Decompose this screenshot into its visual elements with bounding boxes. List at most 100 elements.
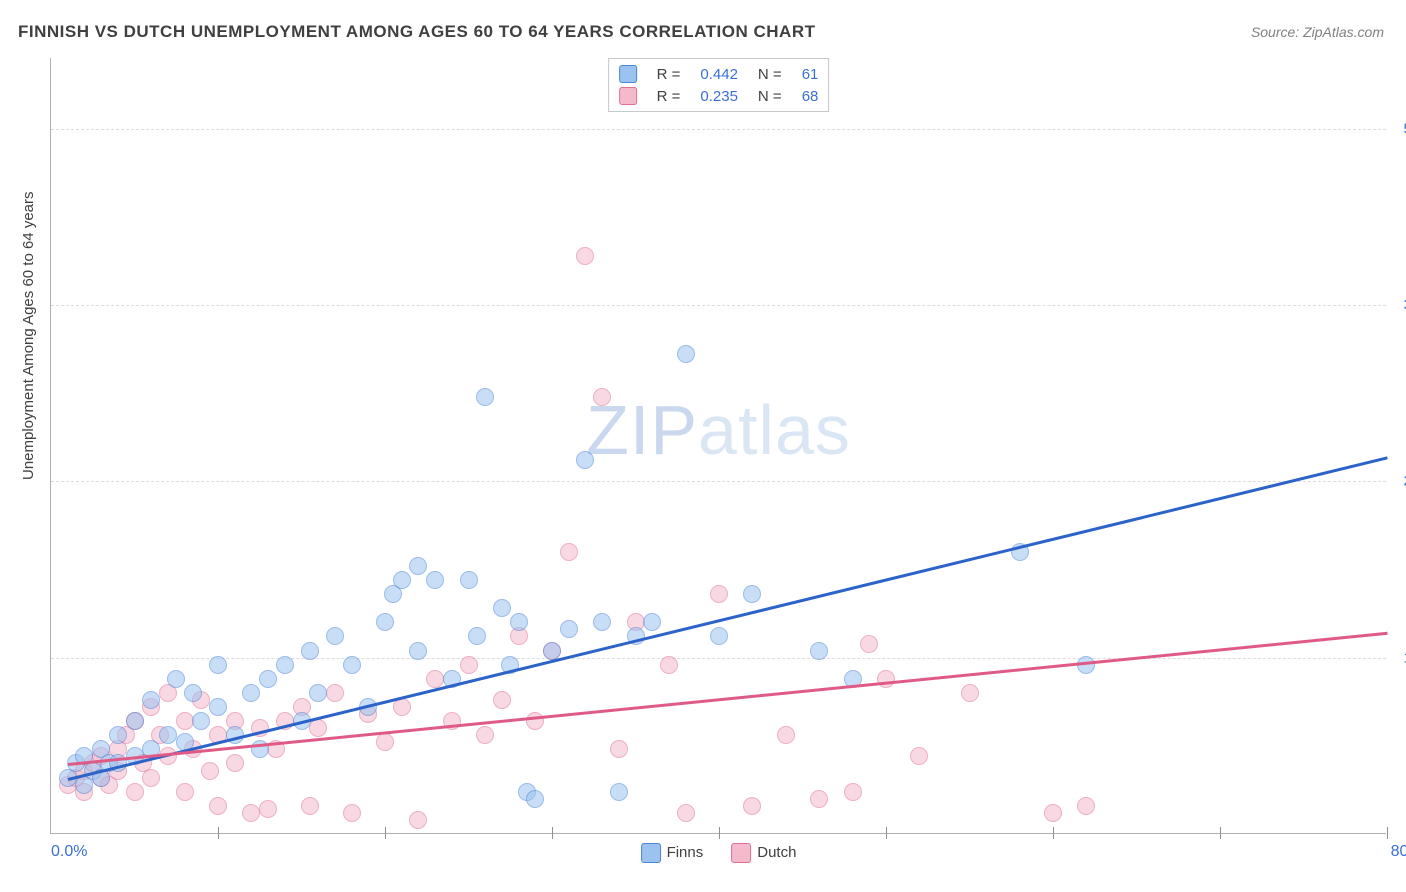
- data-point: [710, 585, 728, 603]
- data-point: [493, 599, 511, 617]
- legend-item: Finns: [641, 843, 704, 863]
- data-point: [326, 684, 344, 702]
- data-point: [242, 684, 260, 702]
- data-point: [126, 783, 144, 801]
- data-point: [510, 613, 528, 631]
- data-point: [610, 783, 628, 801]
- legend-label: Dutch: [757, 844, 796, 861]
- x-tick: [1053, 827, 1054, 839]
- data-point: [593, 388, 611, 406]
- data-point: [259, 670, 277, 688]
- source-label: Source: ZipAtlas.com: [1251, 24, 1384, 40]
- data-point: [460, 571, 478, 589]
- data-point: [126, 712, 144, 730]
- data-point: [1077, 797, 1095, 815]
- x-tick: [719, 827, 720, 839]
- data-point: [142, 691, 160, 709]
- legend-swatch: [731, 843, 751, 863]
- data-point: [209, 656, 227, 674]
- x-tick: [385, 827, 386, 839]
- data-point: [961, 684, 979, 702]
- data-point: [543, 642, 561, 660]
- data-point: [184, 684, 202, 702]
- trend-line: [67, 456, 1387, 780]
- data-point: [743, 585, 761, 603]
- legend-label: Finns: [667, 844, 704, 861]
- source-name: ZipAtlas.com: [1303, 24, 1384, 40]
- chart-title: FINNISH VS DUTCH UNEMPLOYMENT AMONG AGES…: [18, 22, 815, 42]
- data-point: [192, 712, 210, 730]
- data-point: [176, 783, 194, 801]
- y-tick-label: 50.0%: [1391, 120, 1406, 137]
- data-point: [660, 656, 678, 674]
- data-point: [259, 800, 277, 818]
- data-point: [476, 726, 494, 744]
- data-point: [176, 712, 194, 730]
- data-point: [844, 783, 862, 801]
- data-point: [426, 670, 444, 688]
- data-point: [167, 670, 185, 688]
- data-point: [201, 762, 219, 780]
- data-point: [677, 345, 695, 363]
- data-point: [226, 754, 244, 772]
- legend-stats-table: R =0.442N =61R =0.235N =68: [609, 63, 829, 107]
- x-tick: [1220, 827, 1221, 839]
- data-point: [109, 726, 127, 744]
- data-point: [810, 790, 828, 808]
- gridline-h: [51, 129, 1386, 130]
- data-point: [309, 719, 327, 737]
- x-tick: [218, 827, 219, 839]
- data-point: [910, 747, 928, 765]
- data-point: [1044, 804, 1062, 822]
- watermark: ZIPatlas: [586, 390, 851, 470]
- legend-series: Finns Dutch: [627, 843, 811, 863]
- scatter-plot-area: ZIPatlas 12.5%25.0%37.5%50.0%0.0%80.0%R …: [50, 58, 1386, 834]
- data-point: [493, 691, 511, 709]
- data-point: [142, 769, 160, 787]
- x-tick: [886, 827, 887, 839]
- data-point: [343, 656, 361, 674]
- data-point: [560, 620, 578, 638]
- y-tick-label: 37.5%: [1391, 296, 1406, 313]
- gridline-h: [51, 305, 1386, 306]
- data-point: [777, 726, 795, 744]
- data-point: [242, 804, 260, 822]
- legend-item: Dutch: [731, 843, 796, 863]
- gridline-h: [51, 658, 1386, 659]
- x-tick: [1387, 827, 1388, 839]
- data-point: [326, 627, 344, 645]
- y-tick-label: 25.0%: [1391, 473, 1406, 490]
- data-point: [860, 635, 878, 653]
- data-point: [593, 613, 611, 631]
- data-point: [159, 726, 177, 744]
- data-point: [526, 790, 544, 808]
- data-point: [209, 698, 227, 716]
- data-point: [468, 627, 486, 645]
- data-point: [309, 684, 327, 702]
- data-point: [209, 797, 227, 815]
- data-point: [560, 543, 578, 561]
- data-point: [301, 797, 319, 815]
- data-point: [409, 642, 427, 660]
- y-axis-label: Unemployment Among Ages 60 to 64 years: [20, 191, 37, 480]
- data-point: [877, 670, 895, 688]
- data-point: [576, 247, 594, 265]
- data-point: [610, 740, 628, 758]
- data-point: [376, 613, 394, 631]
- watermark-light: atlas: [698, 391, 851, 469]
- data-point: [426, 571, 444, 589]
- gridline-h: [51, 481, 1386, 482]
- data-point: [276, 656, 294, 674]
- x-tick: [552, 827, 553, 839]
- data-point: [409, 557, 427, 575]
- data-point: [810, 642, 828, 660]
- data-point: [460, 656, 478, 674]
- legend-swatch: [641, 843, 661, 863]
- data-point: [743, 797, 761, 815]
- data-point: [710, 627, 728, 645]
- data-point: [409, 811, 427, 829]
- x-min-label: 0.0%: [51, 843, 87, 861]
- data-point: [643, 613, 661, 631]
- x-max-label: 80.0%: [1391, 843, 1406, 861]
- source-prefix: Source:: [1251, 24, 1303, 40]
